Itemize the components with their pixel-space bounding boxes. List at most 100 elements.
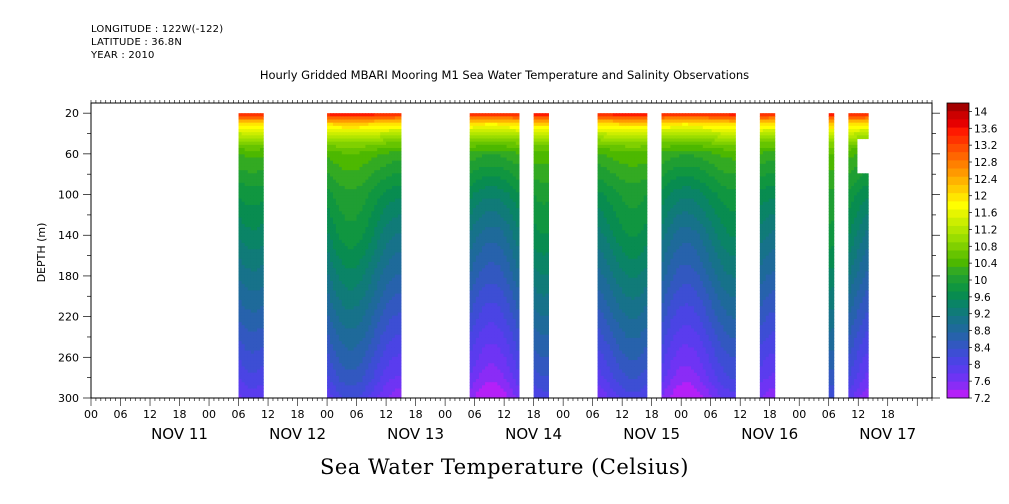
temperature-cell xyxy=(353,195,358,200)
temperature-cell xyxy=(253,160,258,165)
temperature-cell xyxy=(503,217,508,222)
temperature-cell xyxy=(503,173,508,178)
temperature-cell xyxy=(380,236,384,241)
temperature-cell xyxy=(244,147,249,152)
temperature-cell xyxy=(533,173,538,178)
temperature-cell xyxy=(394,116,399,121)
temperature-cell xyxy=(491,255,495,260)
temperature-cell xyxy=(497,385,502,390)
temperature-cell xyxy=(353,356,358,361)
temperature-cell xyxy=(491,258,495,263)
temperature-cell xyxy=(330,214,334,219)
temperature-cell xyxy=(353,220,358,225)
temperature-cell xyxy=(533,280,538,285)
temperature-cell xyxy=(597,334,602,339)
temperature-cell xyxy=(472,242,477,247)
temperature-cell xyxy=(256,379,261,383)
temperature-cell xyxy=(335,198,340,203)
temperature-cell xyxy=(386,214,390,219)
temperature-cell xyxy=(327,280,331,285)
temperature-cell xyxy=(359,154,364,159)
temperature-cell xyxy=(332,284,337,288)
temperature-cell xyxy=(253,173,258,178)
temperature-cell xyxy=(488,195,492,200)
temperature-cell xyxy=(238,113,243,117)
temperature-cell xyxy=(506,125,511,130)
temperature-cell xyxy=(253,122,258,127)
temperature-cell xyxy=(338,318,343,323)
temperature-cell xyxy=(485,163,489,168)
temperature-cell xyxy=(374,366,378,371)
temperature-cell xyxy=(512,309,517,314)
temperature-cell xyxy=(515,261,520,266)
temperature-cell xyxy=(481,379,486,383)
temperature-cell xyxy=(347,334,352,339)
temperature-cell xyxy=(515,166,520,171)
temperature-cell xyxy=(497,132,502,136)
temperature-cell xyxy=(512,271,517,276)
temperature-cell xyxy=(256,154,261,159)
temperature-cell xyxy=(362,344,367,348)
temperature-cell xyxy=(241,128,246,133)
temperature-cell xyxy=(365,132,369,136)
temperature-cell xyxy=(389,322,393,326)
temperature-cell xyxy=(327,173,331,178)
temperature-cell xyxy=(597,249,602,254)
temperature-cell xyxy=(539,144,544,149)
temperature-cell xyxy=(515,347,520,352)
temperature-cell xyxy=(365,160,369,165)
temperature-cell xyxy=(500,201,505,206)
temperature-cell xyxy=(356,239,361,244)
temperature-cell xyxy=(389,299,393,304)
temperature-cell xyxy=(250,122,255,127)
temperature-cell xyxy=(539,249,544,254)
temperature-cell xyxy=(485,166,489,171)
temperature-cell xyxy=(389,227,393,231)
temperature-cell xyxy=(386,334,390,339)
temperature-cell xyxy=(241,322,246,326)
temperature-cell xyxy=(597,236,602,241)
temperature-cell xyxy=(481,315,486,320)
temperature-cell xyxy=(533,204,538,209)
temperature-cell xyxy=(500,179,505,184)
temperature-cell xyxy=(542,198,547,203)
temperature-cell xyxy=(374,189,378,193)
temperature-cell xyxy=(481,312,486,317)
temperature-cell xyxy=(539,293,544,298)
temperature-cell xyxy=(509,176,514,181)
temperature-cell xyxy=(386,372,390,377)
temperature-cell xyxy=(338,255,343,260)
temperature-cell xyxy=(539,356,544,361)
temperature-cell xyxy=(380,391,384,396)
temperature-cell xyxy=(332,271,337,276)
temperature-cell xyxy=(365,287,369,291)
temperature-cell xyxy=(389,223,393,228)
temperature-cell xyxy=(374,385,378,390)
temperature-cell xyxy=(478,160,483,165)
temperature-cell xyxy=(383,322,387,326)
temperature-cell xyxy=(380,147,384,152)
temperature-cell xyxy=(365,306,369,310)
temperature-cell xyxy=(494,252,498,257)
temperature-cell xyxy=(253,135,258,140)
temperature-cell xyxy=(475,328,480,333)
temperature-cell xyxy=(383,303,387,307)
temperature-cell xyxy=(472,303,477,307)
temperature-cell xyxy=(539,227,544,231)
temperature-cell xyxy=(383,220,387,225)
temperature-cell xyxy=(338,192,343,197)
temperature-cell xyxy=(247,312,252,317)
temperature-cell xyxy=(469,280,474,285)
temperature-cell xyxy=(383,309,387,314)
temperature-cell xyxy=(344,211,349,216)
temperature-cell xyxy=(359,176,364,181)
temperature-cell xyxy=(253,379,258,383)
temperature-cell xyxy=(250,268,255,273)
temperature-cell xyxy=(256,337,261,342)
temperature-cell xyxy=(475,141,480,146)
temperature-cell xyxy=(494,363,498,367)
temperature-cell xyxy=(500,151,505,155)
temperature-cell xyxy=(253,347,258,352)
temperature-cell xyxy=(597,375,602,380)
temperature-cell xyxy=(362,160,367,165)
